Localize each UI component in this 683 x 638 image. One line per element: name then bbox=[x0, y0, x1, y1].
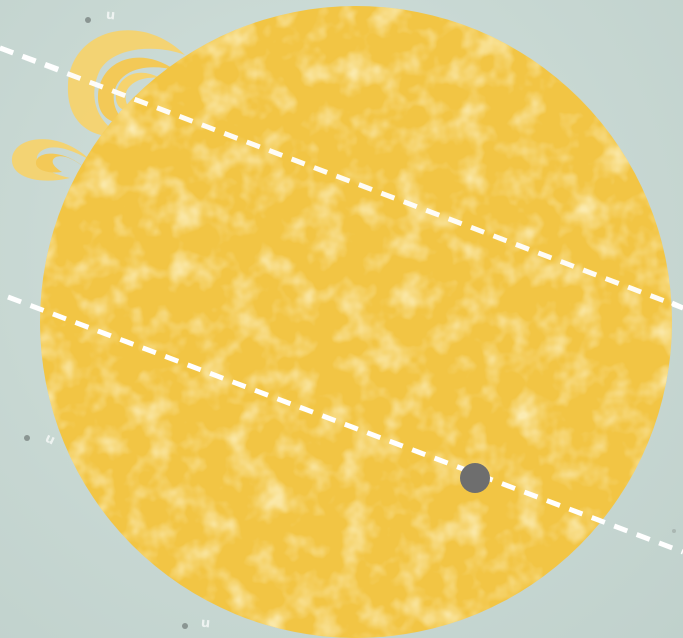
star-dot-right bbox=[672, 529, 676, 533]
star-marker-bottom: u bbox=[182, 616, 211, 632]
star-marker-left: u bbox=[24, 431, 58, 449]
prominence-swirl bbox=[11, 30, 185, 181]
orbit-path-upper-right bbox=[670, 300, 683, 311]
orbit-path-upper bbox=[0, 45, 683, 311]
orbit-path-upper-left bbox=[0, 45, 67, 75]
star-label-top: u bbox=[105, 8, 116, 24]
star-label-left: u bbox=[43, 431, 58, 449]
planet bbox=[460, 463, 490, 493]
star-marker-top: u bbox=[85, 8, 116, 24]
orbit-path-transit bbox=[7, 294, 683, 555]
star-label-bottom: u bbox=[200, 616, 211, 632]
sun-disc bbox=[40, 6, 672, 638]
